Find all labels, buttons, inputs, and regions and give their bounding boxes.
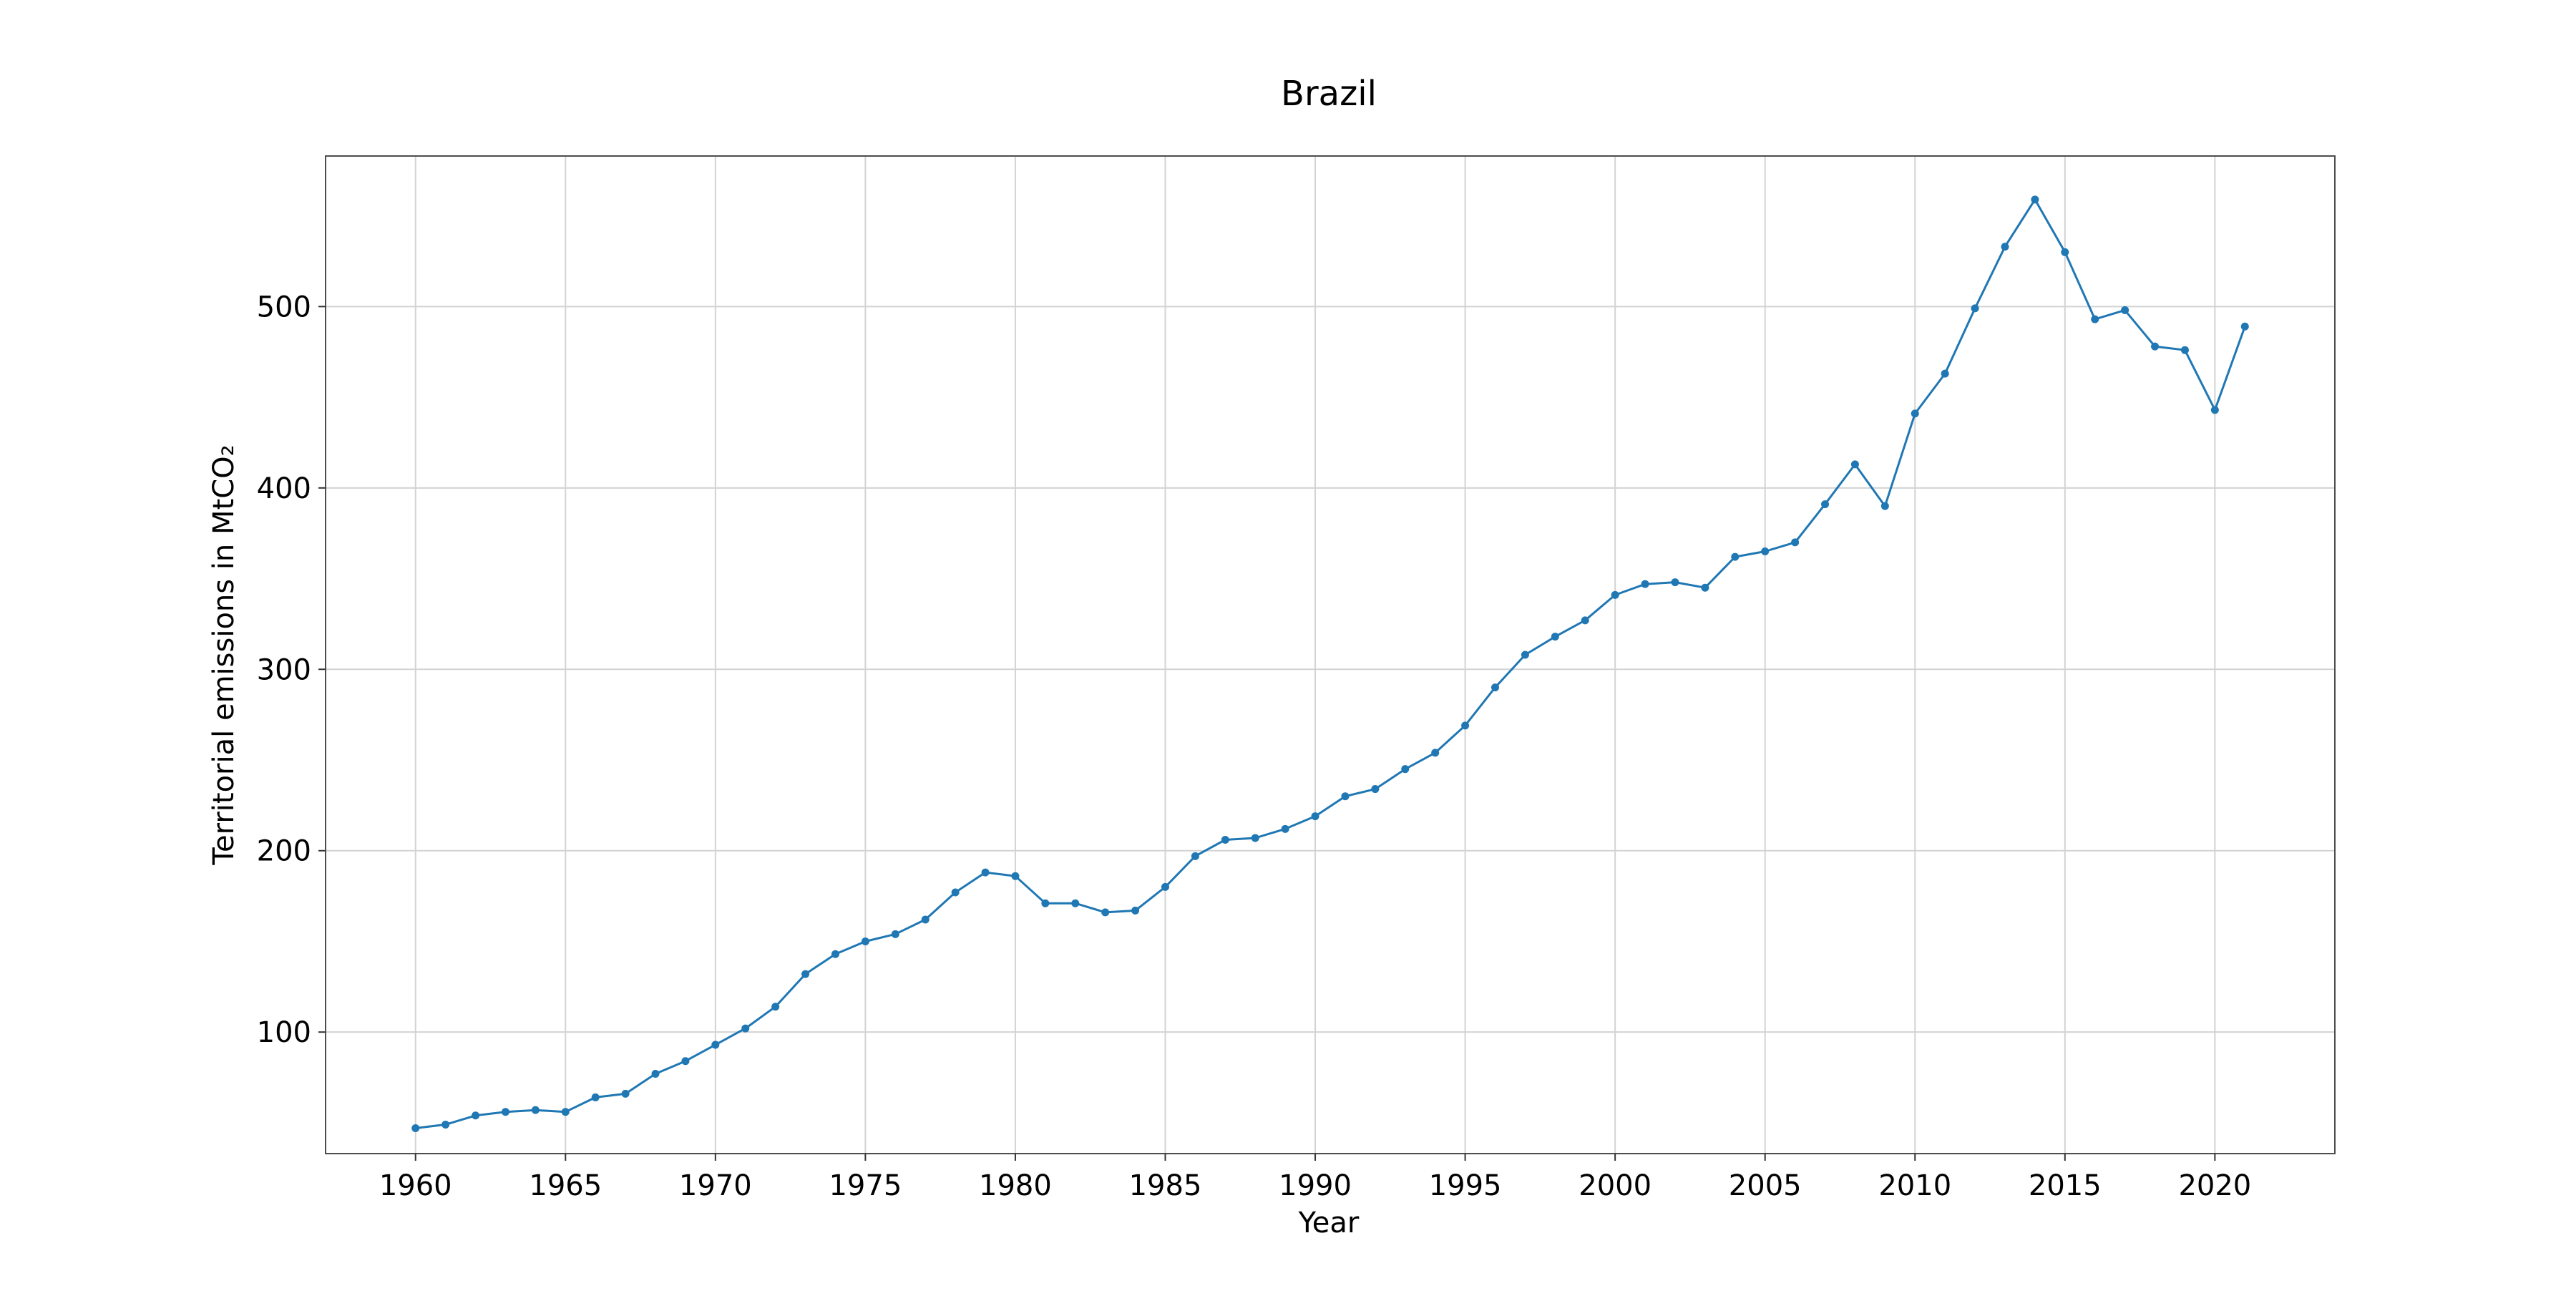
x-tick-label: 1990 xyxy=(1279,1169,1352,1202)
data-point xyxy=(561,1108,570,1116)
x-tick-label: 1970 xyxy=(679,1169,752,1202)
y-tick-label: 200 xyxy=(257,835,311,868)
data-point xyxy=(1581,616,1589,625)
data-point xyxy=(1341,792,1350,801)
data-point xyxy=(891,930,899,938)
data-point xyxy=(921,915,930,924)
chart-title: Brazil xyxy=(1281,74,1377,114)
data-point xyxy=(951,888,960,897)
data-point xyxy=(1761,547,1770,556)
y-tick-label: 300 xyxy=(257,653,311,686)
data-point xyxy=(1281,824,1289,833)
data-point xyxy=(771,1003,780,1011)
data-point xyxy=(1071,899,1080,907)
data-point xyxy=(472,1111,480,1120)
data-point xyxy=(1101,908,1110,917)
data-point xyxy=(1371,785,1380,794)
data-point xyxy=(981,868,990,877)
data-point xyxy=(2001,243,2009,251)
data-point xyxy=(741,1024,750,1033)
x-tick-label: 1960 xyxy=(379,1169,452,1202)
data-point xyxy=(1251,834,1259,842)
x-tick-label: 1995 xyxy=(1429,1169,1502,1202)
data-point xyxy=(621,1089,630,1098)
x-tick-label: 2005 xyxy=(1729,1169,1802,1202)
data-point xyxy=(1521,651,1529,659)
data-point xyxy=(1491,683,1500,692)
data-point xyxy=(1701,583,1709,592)
data-point xyxy=(651,1069,660,1078)
plot-frame xyxy=(325,155,2336,1154)
data-point xyxy=(861,937,869,945)
data-point xyxy=(2031,195,2039,204)
data-point xyxy=(411,1124,420,1133)
x-axis-label: Year xyxy=(1298,1207,1360,1239)
series-line xyxy=(415,198,2246,1129)
data-point xyxy=(1641,580,1649,588)
data-point xyxy=(1941,369,1949,378)
data-point xyxy=(1011,872,1020,880)
data-point xyxy=(2151,342,2160,351)
data-point xyxy=(2091,315,2099,323)
data-point xyxy=(1191,852,1199,860)
data-point xyxy=(1971,304,1979,313)
data-point xyxy=(681,1057,690,1066)
data-point xyxy=(1131,906,1140,915)
data-point xyxy=(501,1108,509,1116)
x-tick-label: 1975 xyxy=(829,1169,902,1202)
data-point xyxy=(1821,500,1830,509)
x-tick-label: 2010 xyxy=(1878,1169,1951,1202)
data-point xyxy=(831,950,839,958)
x-tick-label: 1985 xyxy=(1129,1169,1202,1202)
data-point xyxy=(2180,346,2189,354)
data-point xyxy=(1461,721,1470,730)
data-point xyxy=(2061,248,2069,256)
data-point xyxy=(1401,765,1410,774)
y-tick-label: 100 xyxy=(257,1016,311,1049)
y-axis: 100 200 300 400 500 xyxy=(257,291,326,1049)
data-point xyxy=(1611,590,1619,599)
data-point xyxy=(1911,409,1919,418)
data-point xyxy=(1431,749,1440,757)
data-point xyxy=(1880,502,1889,510)
data-point xyxy=(1551,633,1559,641)
data-point xyxy=(1671,578,1679,587)
data-point xyxy=(711,1041,720,1049)
data-point xyxy=(531,1106,540,1114)
data-point xyxy=(2121,306,2129,314)
x-tick-label: 1965 xyxy=(529,1169,602,1202)
grid xyxy=(326,156,2335,1154)
data-point xyxy=(1311,812,1319,821)
data-point xyxy=(1850,460,1859,469)
data-point xyxy=(1221,836,1229,844)
data-point xyxy=(2240,322,2249,331)
data-point xyxy=(2210,406,2219,414)
series-layer xyxy=(411,195,2249,1133)
y-tick-label: 500 xyxy=(257,291,311,323)
data-point xyxy=(441,1120,450,1129)
y-tick-label: 400 xyxy=(257,472,311,505)
data-point xyxy=(1791,538,1800,547)
data-point xyxy=(1041,899,1050,907)
data-point xyxy=(591,1093,600,1101)
x-tick-label: 1980 xyxy=(979,1169,1052,1202)
y-axis-label: Territorial emissions in MtCO₂ xyxy=(208,444,240,865)
data-point xyxy=(801,970,810,978)
data-point xyxy=(1161,882,1169,891)
x-tick-label: 2015 xyxy=(2029,1169,2102,1202)
x-tick-label: 2020 xyxy=(2178,1169,2251,1202)
x-tick-label: 2000 xyxy=(1579,1169,1652,1202)
data-point xyxy=(1731,552,1740,561)
x-axis: 1960 1965 1970 1975 1980 1985 1990 1995 2000 2005… xyxy=(379,1154,2251,1202)
